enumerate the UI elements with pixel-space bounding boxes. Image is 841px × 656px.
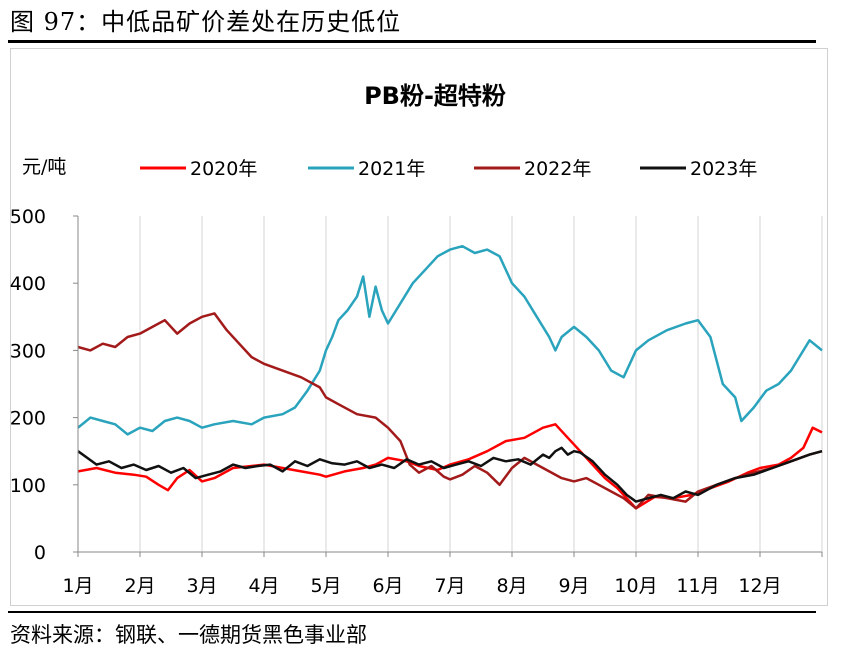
legend-label-4: 2023年 bbox=[690, 158, 757, 180]
x-tick-label: 12月 bbox=[738, 575, 781, 597]
x-tick-label: 8月 bbox=[496, 575, 527, 597]
y-tick-label: 100 bbox=[10, 475, 46, 497]
y-tick-label: 400 bbox=[10, 273, 46, 295]
axes: 0 100 200 300 400 500 1月 2月 3月 4月 5月 6月 7月 8月 9月 10月 11月… bbox=[10, 206, 823, 597]
x-tick-label: 10月 bbox=[614, 575, 657, 597]
chart-frame bbox=[10, 48, 828, 606]
x-tick-label: 4月 bbox=[248, 575, 279, 597]
source-note: 资料来源：钢联、一德期货黑色事业部 bbox=[10, 623, 367, 647]
x-tick-label: 3月 bbox=[186, 575, 217, 597]
x-tick-label: 7月 bbox=[434, 575, 465, 597]
x-tick-label: 2月 bbox=[124, 575, 155, 597]
series-group bbox=[77, 244, 823, 510]
series-line-3 bbox=[77, 312, 823, 510]
x-tick-label: 5月 bbox=[310, 575, 341, 597]
series-line-2 bbox=[77, 244, 823, 436]
legend-label-3: 2022年 bbox=[524, 158, 591, 180]
chart-title: PB粉-超特粉 bbox=[364, 82, 506, 110]
figure-caption: 图 97：中低品矿价差处在历史低位 bbox=[10, 8, 402, 36]
y-tick-label: 200 bbox=[10, 408, 46, 430]
legend: 2020年 2021年 2022年 2023年 bbox=[140, 158, 757, 180]
series-line-4 bbox=[77, 446, 823, 503]
y-tick-label: 500 bbox=[10, 206, 46, 228]
x-tick-label: 6月 bbox=[372, 575, 403, 597]
x-tick-label: 9月 bbox=[558, 575, 589, 597]
top-rule bbox=[8, 40, 816, 43]
x-tick-label: 11月 bbox=[676, 575, 719, 597]
x-tick-label: 1月 bbox=[62, 575, 93, 597]
y-tick-label: 300 bbox=[10, 340, 46, 362]
legend-label-2: 2021年 bbox=[358, 158, 425, 180]
bottom-rule bbox=[8, 611, 816, 613]
grid bbox=[139, 216, 823, 552]
legend-label-1: 2020年 bbox=[190, 158, 257, 180]
y-tick-label: 0 bbox=[34, 542, 46, 564]
y-axis-label: 元/吨 bbox=[22, 156, 66, 178]
